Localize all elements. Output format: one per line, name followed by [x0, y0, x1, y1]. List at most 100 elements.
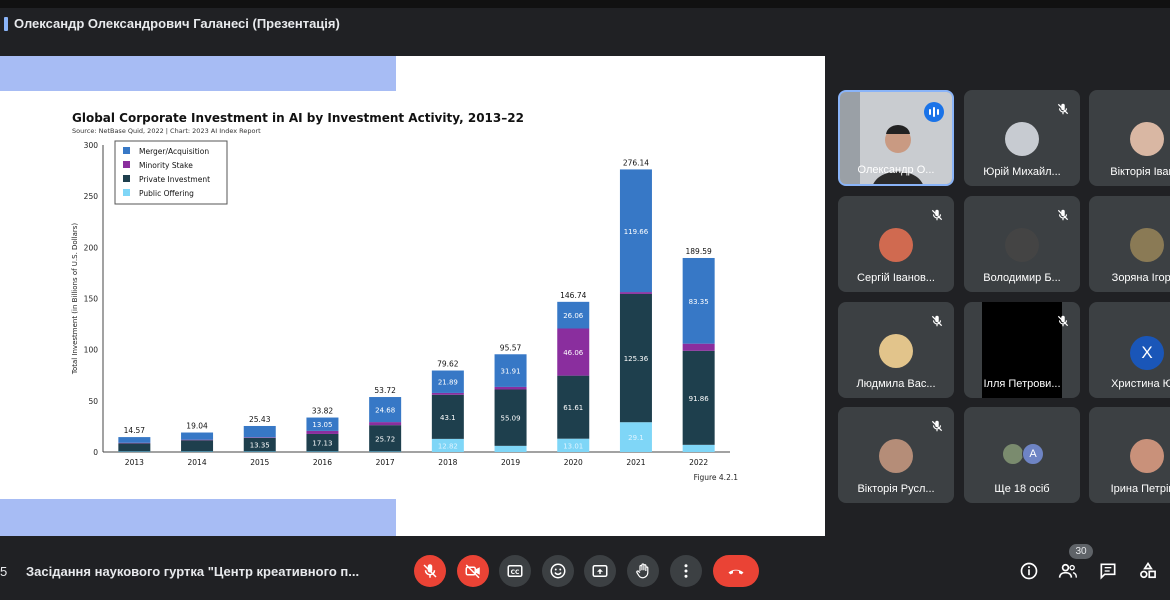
participant-avatar — [1005, 122, 1039, 156]
participant-tile[interactable]: Зоряна Ігорі... — [1089, 196, 1170, 292]
bar-segment — [243, 437, 276, 452]
mic-off-icon — [930, 419, 944, 433]
bar-segment — [619, 292, 652, 294]
participant-letter-avatar: Х — [1130, 336, 1164, 370]
bar-data-label: 91.86 — [689, 395, 710, 403]
bar-segment — [181, 439, 214, 441]
bar-segment — [369, 397, 402, 423]
participant-tile[interactable]: Ірина Петрів... — [1089, 407, 1170, 503]
camera-toggle-button[interactable] — [457, 555, 489, 587]
participant-avatar — [1005, 228, 1039, 262]
x-tick-label: 2020 — [564, 458, 583, 467]
participant-tile[interactable]: A Ще 18 осіб — [964, 407, 1080, 503]
participant-avatar — [1130, 439, 1164, 473]
activities-button[interactable] — [1138, 561, 1158, 581]
bar-segment — [243, 425, 276, 438]
mic-off-icon — [930, 208, 944, 222]
bar-data-label: 26.06 — [563, 312, 584, 320]
mic-off-icon — [1056, 314, 1070, 328]
bar-total-label: 146.74 — [560, 291, 586, 300]
y-tick-label: 50 — [88, 397, 98, 406]
participant-tile[interactable]: Сергій Іванов... — [838, 196, 954, 292]
captions-button[interactable]: CC — [499, 555, 531, 587]
bar-data-label: 55.09 — [501, 415, 521, 423]
bar-data-label: 46.06 — [563, 349, 584, 357]
bar-segment — [682, 350, 715, 445]
figure-label: Figure 4.2.1 — [694, 473, 739, 482]
meeting-info-button[interactable] — [1019, 561, 1039, 581]
participant-avatar — [1130, 122, 1164, 156]
participant-tile[interactable]: Олександр О... — [838, 90, 954, 186]
participant-name: Олександр О... — [857, 164, 935, 176]
bar-data-label: 125.36 — [624, 355, 649, 363]
participant-tile[interactable]: Володимир Б... — [964, 196, 1080, 292]
x-tick-label: 2017 — [376, 458, 395, 467]
y-tick-label: 150 — [84, 295, 99, 304]
legend-entry: Merger/Acquisition — [139, 147, 209, 156]
bar-total-label: 53.72 — [374, 386, 396, 395]
mic-toggle-button[interactable] — [414, 555, 446, 587]
bar-total-label: 33.82 — [312, 407, 334, 416]
bar-data-label: 43.1 — [440, 414, 456, 422]
emoji-reaction-button[interactable] — [542, 555, 574, 587]
bar-segment — [431, 370, 464, 393]
participant-tile[interactable]: Вікторія Русл... — [838, 407, 954, 503]
raise-hand-icon — [636, 563, 649, 579]
bar-data-label: 83.35 — [689, 298, 709, 306]
bar-total-label: 189.59 — [686, 247, 712, 256]
mic-off-icon — [1056, 208, 1070, 222]
participant-name: Христина Ю... — [1111, 378, 1170, 390]
legend-swatch — [123, 189, 130, 196]
investment-chart: Global Corporate Investment in AI by Inv… — [71, 111, 739, 482]
bar-segment — [243, 451, 276, 452]
bar-segment — [118, 437, 151, 443]
raise-hand-button[interactable] — [627, 555, 659, 587]
presentation-header: Олександр Олександрович Галанесі (Презен… — [4, 16, 340, 31]
x-tick-label: 2021 — [626, 458, 645, 467]
participant-tile[interactable]: Ілля Петрови... — [964, 302, 1080, 398]
participant-count-badge: 30 — [1069, 544, 1093, 559]
chart-title: Global Corporate Investment in AI by Inv… — [72, 111, 524, 125]
captions-icon: CC — [507, 565, 523, 577]
legend-box — [114, 140, 228, 205]
bar-segment — [682, 257, 715, 344]
participant-tile[interactable]: Вікторія Іван... — [1089, 90, 1170, 186]
participant-name: Ще 18 осіб — [994, 483, 1050, 495]
bar-data-label: 17.13 — [312, 440, 332, 448]
x-tick-label: 2016 — [313, 458, 332, 467]
mic-off-icon — [930, 314, 944, 328]
participant-tile[interactable]: Х Христина Ю... — [1089, 302, 1170, 398]
bar-total-label: 79.62 — [437, 360, 459, 369]
people-button[interactable] — [1058, 561, 1078, 581]
slide-decor-band-bottom — [0, 499, 396, 536]
meeting-control-bar: 5 Засідання наукового гуртка "Центр креа… — [0, 540, 1170, 600]
meeting-code-fragment: 5 — [0, 564, 8, 579]
bar-segment — [431, 394, 464, 439]
bar-segment — [118, 451, 151, 452]
bar-segment — [494, 389, 527, 446]
legend-entry: Public Offering — [139, 189, 194, 198]
bar-total-label: 95.57 — [500, 343, 522, 352]
hangup-icon — [728, 569, 744, 575]
bar-segment — [619, 422, 652, 452]
participant-avatar — [1130, 228, 1164, 262]
participant-tile[interactable]: Людмила Вас... — [838, 302, 954, 398]
x-tick-label: 2019 — [501, 458, 520, 467]
x-tick-label: 2018 — [438, 458, 457, 467]
more-options-button[interactable] — [670, 555, 702, 587]
leave-call-button[interactable] — [713, 555, 759, 587]
bar-data-label: 24.68 — [375, 407, 395, 415]
more-vert-icon — [684, 564, 688, 578]
bar-data-label: 31.91 — [501, 368, 521, 376]
more-participants-avatars: A — [1002, 443, 1046, 467]
bar-segment — [682, 343, 715, 351]
bar-segment — [682, 444, 715, 452]
bar-data-label: 61.61 — [563, 404, 583, 412]
chat-button[interactable] — [1098, 561, 1118, 581]
bar-data-label: 119.66 — [624, 228, 649, 236]
participant-tile[interactable]: Юрій Михайл... — [964, 90, 1080, 186]
participant-video — [840, 92, 952, 184]
bar-segment — [557, 438, 590, 452]
present-now-button[interactable] — [584, 555, 616, 587]
slide-decor-band-top — [0, 56, 396, 91]
